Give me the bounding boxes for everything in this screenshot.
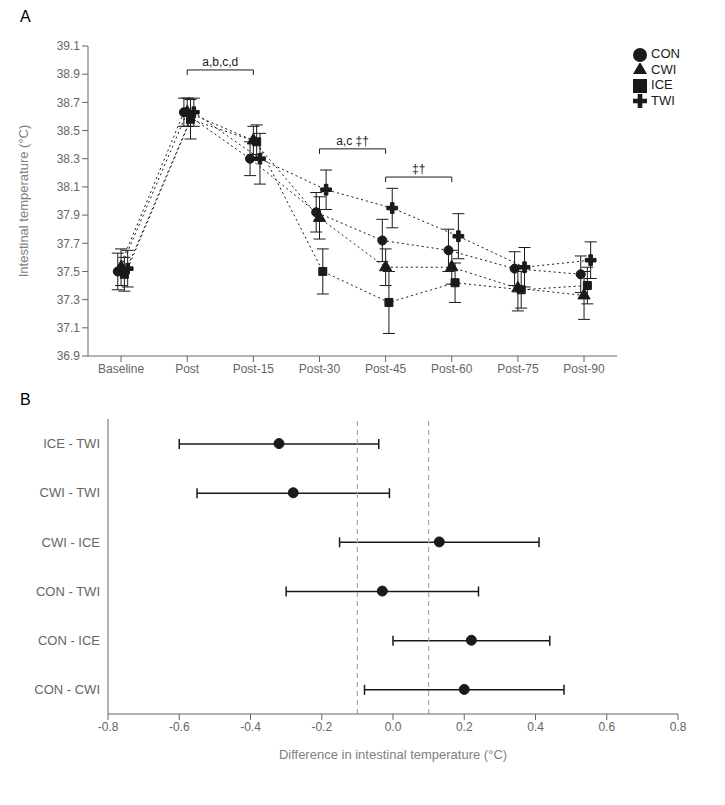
svg-text:36.9: 36.9	[57, 349, 81, 363]
svg-text:Post-90: Post-90	[563, 362, 605, 376]
svg-text:Post-75: Post-75	[497, 362, 539, 376]
svg-text:CON - TWI: CON - TWI	[36, 584, 100, 599]
svg-text:‡†: ‡†	[412, 162, 425, 176]
svg-text:Baseline: Baseline	[98, 362, 144, 376]
svg-text:Post-45: Post-45	[365, 362, 407, 376]
svg-text:a,b,c,d: a,b,c,d	[202, 55, 238, 69]
svg-text:CON - CWI: CON - CWI	[34, 682, 100, 697]
svg-text:-0.2: -0.2	[311, 720, 332, 734]
svg-text:CWI - TWI: CWI - TWI	[40, 485, 100, 500]
svg-text:38.3: 38.3	[57, 152, 81, 166]
svg-text:CON - ICE: CON - ICE	[38, 633, 100, 648]
svg-text:38.5: 38.5	[57, 124, 81, 138]
html-text:CWI: CWI	[651, 61, 677, 77]
svg-text:Intestinal temperature (°C): Intestinal temperature (°C)	[16, 125, 31, 278]
svg-text:37.1: 37.1	[57, 321, 81, 335]
svg-text:0.6: 0.6	[598, 720, 615, 734]
svg-text:37.3: 37.3	[57, 293, 81, 307]
svg-text:0.0: 0.0	[385, 720, 402, 734]
svg-text:-0.8: -0.8	[98, 720, 119, 734]
html-text:B: B	[20, 391, 31, 408]
html-text:CON: CON	[651, 46, 680, 61]
svg-text:37.9: 37.9	[57, 208, 81, 222]
svg-text:-0.6: -0.6	[169, 720, 190, 734]
svg-text:39.1: 39.1	[57, 39, 81, 53]
html-text:TWI: TWI	[651, 92, 675, 108]
svg-text:0.4: 0.4	[527, 720, 544, 734]
svg-text:38.7: 38.7	[57, 96, 81, 110]
svg-text:Post: Post	[175, 362, 200, 376]
svg-text:37.7: 37.7	[57, 237, 81, 251]
svg-text:a,c ‡†: a,c ‡†	[336, 134, 369, 148]
svg-text:CWI - ICE: CWI - ICE	[42, 535, 101, 550]
svg-text:37.5: 37.5	[57, 265, 81, 279]
svg-text:Difference in intestinal tempe: Difference in intestinal temperature (°C…	[279, 747, 507, 762]
svg-text:0.2: 0.2	[456, 720, 473, 734]
svg-text:Post-60: Post-60	[431, 362, 473, 376]
svg-text:Post-30: Post-30	[299, 362, 341, 376]
svg-text:0.8: 0.8	[670, 720, 687, 734]
svg-text:38.1: 38.1	[57, 180, 81, 194]
svg-text:-0.4: -0.4	[240, 720, 261, 734]
svg-text:ICE - TWI: ICE - TWI	[43, 436, 100, 451]
html-text:ICE: ICE	[651, 77, 673, 93]
svg-text:38.9: 38.9	[57, 67, 81, 81]
svg-text:Post-15: Post-15	[233, 362, 275, 376]
html-text:A: A	[20, 8, 31, 25]
